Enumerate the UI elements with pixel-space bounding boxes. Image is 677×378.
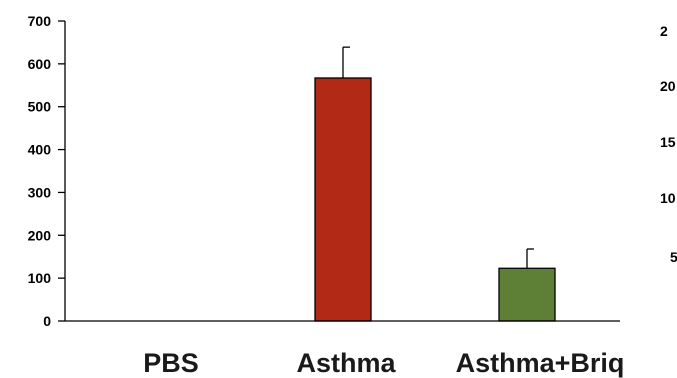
adjacent-tick-label: 15 — [660, 134, 676, 150]
y-tick-label: 700 — [28, 13, 52, 29]
y-tick-label: 100 — [28, 270, 52, 286]
y-tick-label: 600 — [28, 56, 52, 72]
adjacent-chart-fragment: 2 20 15 10 5 — [660, 23, 677, 265]
adjacent-tick-label: 10 — [660, 190, 676, 206]
adjacent-tick-label: 2 — [660, 23, 668, 39]
bars-group — [314, 46, 556, 322]
y-tick-label: 500 — [28, 99, 52, 115]
bar — [498, 267, 556, 322]
x-category-label: Asthma+Briq — [456, 348, 625, 378]
x-category-label: Asthma — [296, 348, 396, 378]
adjacent-tick-label: 20 — [660, 78, 676, 94]
x-category-label: PBS — [143, 348, 199, 378]
y-tick-label: 300 — [28, 184, 52, 200]
adjacent-tick-label: 5 — [670, 249, 677, 265]
bar — [314, 77, 372, 322]
x-axis: PBS Asthma Asthma+Briq — [65, 320, 625, 378]
y-axis: 0 100 200 300 400 500 600 700 — [28, 13, 66, 329]
y-tick-label: 200 — [28, 227, 52, 243]
y-tick-label: 0 — [43, 313, 51, 329]
y-tick-label: 400 — [28, 142, 52, 158]
